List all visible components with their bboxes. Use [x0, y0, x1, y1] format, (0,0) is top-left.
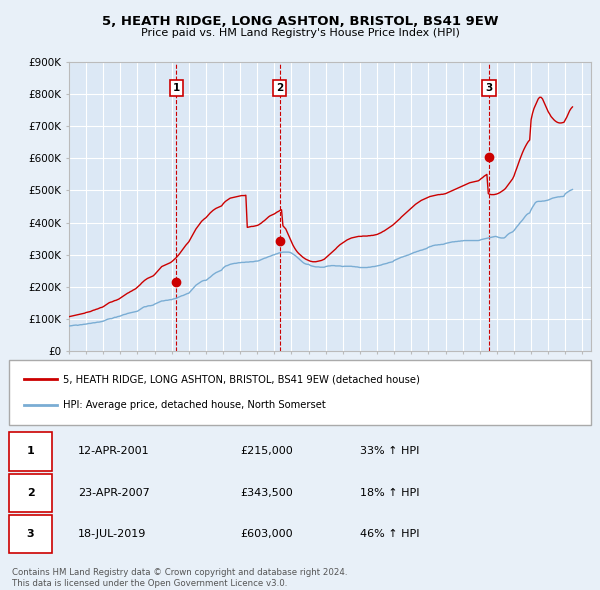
- Text: £603,000: £603,000: [240, 529, 293, 539]
- Text: 18-JUL-2019: 18-JUL-2019: [78, 529, 146, 539]
- Text: 1: 1: [27, 447, 34, 456]
- Text: HPI: Average price, detached house, North Somerset: HPI: Average price, detached house, Nort…: [63, 401, 326, 410]
- Text: £343,500: £343,500: [240, 488, 293, 497]
- Text: 2: 2: [276, 83, 283, 93]
- Text: Price paid vs. HM Land Registry's House Price Index (HPI): Price paid vs. HM Land Registry's House …: [140, 28, 460, 38]
- Text: 3: 3: [485, 83, 493, 93]
- Text: 46% ↑ HPI: 46% ↑ HPI: [360, 529, 419, 539]
- Text: £215,000: £215,000: [240, 447, 293, 456]
- Text: 33% ↑ HPI: 33% ↑ HPI: [360, 447, 419, 456]
- Text: 5, HEATH RIDGE, LONG ASHTON, BRISTOL, BS41 9EW: 5, HEATH RIDGE, LONG ASHTON, BRISTOL, BS…: [102, 15, 498, 28]
- Text: 2: 2: [27, 488, 34, 497]
- Text: 18% ↑ HPI: 18% ↑ HPI: [360, 488, 419, 497]
- Text: 1: 1: [173, 83, 180, 93]
- Text: 23-APR-2007: 23-APR-2007: [78, 488, 150, 497]
- Text: Contains HM Land Registry data © Crown copyright and database right 2024.: Contains HM Land Registry data © Crown c…: [12, 568, 347, 576]
- Text: This data is licensed under the Open Government Licence v3.0.: This data is licensed under the Open Gov…: [12, 579, 287, 588]
- Text: 3: 3: [27, 529, 34, 539]
- Text: 12-APR-2001: 12-APR-2001: [78, 447, 149, 456]
- Text: 5, HEATH RIDGE, LONG ASHTON, BRISTOL, BS41 9EW (detached house): 5, HEATH RIDGE, LONG ASHTON, BRISTOL, BS…: [63, 375, 420, 384]
